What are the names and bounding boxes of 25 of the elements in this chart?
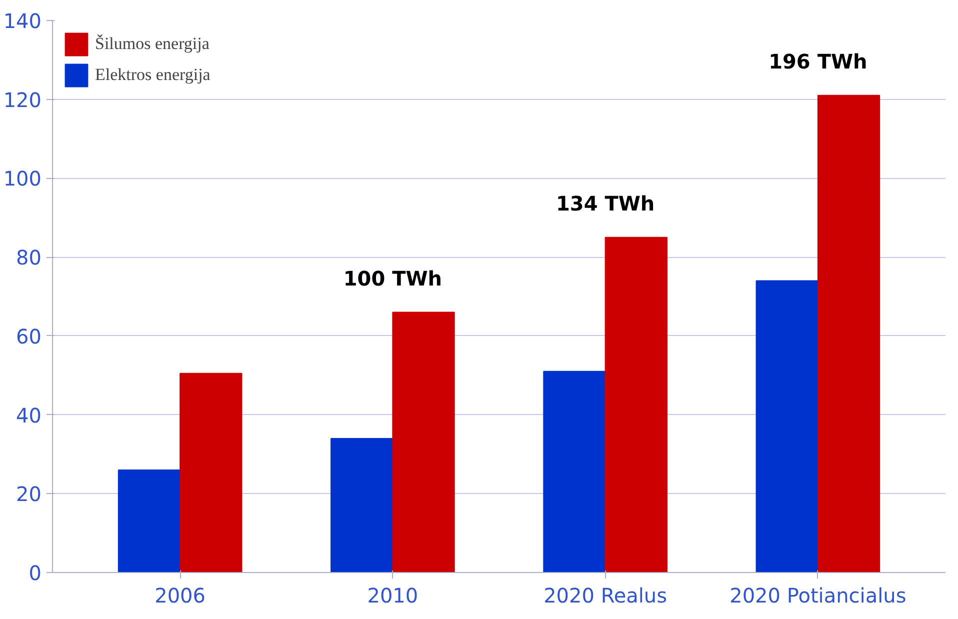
bar <box>180 372 242 572</box>
legend-label: Elektros energija <box>95 65 210 85</box>
y-tick-label: 140 <box>3 9 42 33</box>
bar <box>118 469 181 572</box>
y-tick-label: 60 <box>16 324 42 348</box>
annotation: 100 TWh <box>343 266 442 290</box>
bar <box>604 236 668 572</box>
bar <box>330 438 394 572</box>
bar <box>817 94 880 572</box>
bar <box>392 312 455 572</box>
annotation: 134 TWh <box>556 191 655 216</box>
bar <box>756 280 818 572</box>
x-tick-label: 2006 <box>154 584 206 608</box>
y-tick-label: 40 <box>16 403 42 428</box>
y-tick-label: 80 <box>16 246 42 270</box>
y-tick-label: 100 <box>3 166 42 191</box>
y-tick-label: 20 <box>16 482 42 506</box>
x-tick-label: 2020 Potiancialus <box>730 584 906 608</box>
y-tick-label: 120 <box>3 88 42 112</box>
y-tick-label: 0 <box>28 561 42 585</box>
x-tick-label: 2020 Realus <box>544 584 668 608</box>
x-tick-label: 2010 <box>367 584 418 608</box>
legend-label: Šilumos energija <box>95 34 210 54</box>
annotation: 196 TWh <box>768 49 868 74</box>
bar <box>543 370 606 572</box>
